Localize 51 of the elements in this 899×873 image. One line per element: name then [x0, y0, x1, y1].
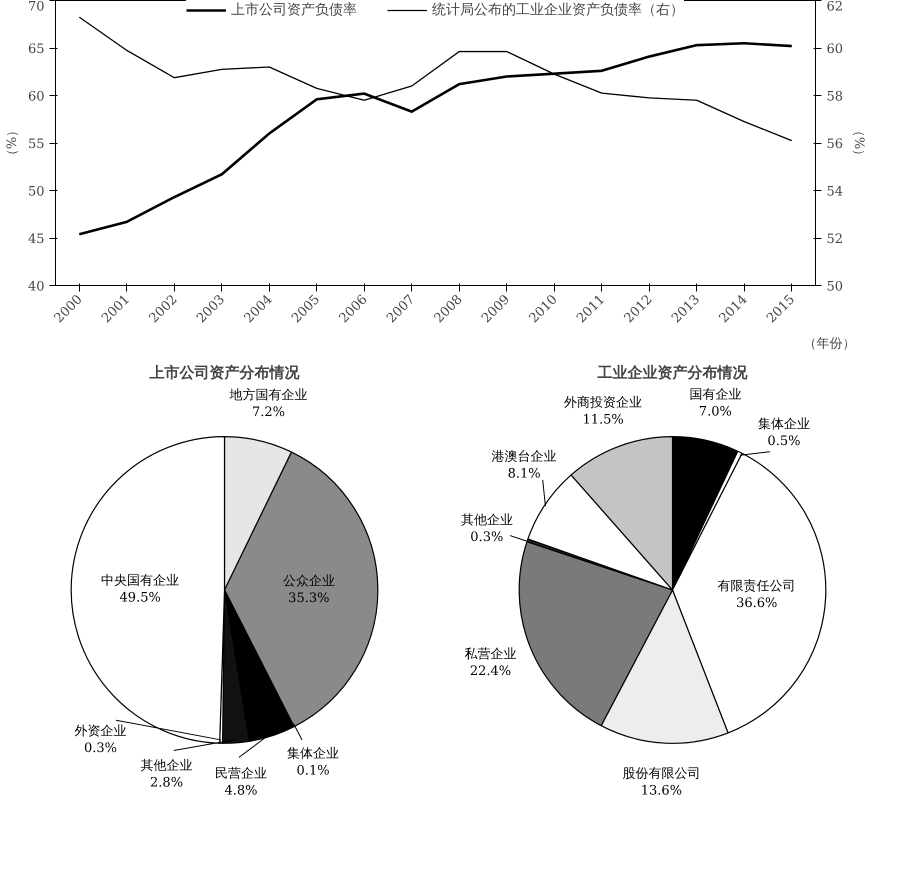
slice-label: 地方国有企业: [228, 386, 308, 403]
data-label: 7.0%: [698, 404, 732, 420]
slice-label: 外资企业: [74, 724, 127, 739]
chart-title: 工业企业资产分布情况: [596, 364, 748, 382]
data-label: 11.5%: [582, 412, 624, 428]
slice-label: 港澳台企业: [492, 449, 557, 464]
slice-label: 私营企业: [464, 646, 516, 662]
slice-label: 外商投资企业: [564, 395, 642, 410]
y-tick-label: 50: [28, 184, 45, 200]
legend-label: 统计局公布的工业企业资产负债率（右）: [432, 1, 684, 19]
slice-label: 其他企业: [460, 512, 513, 528]
data-label: 0.3%: [470, 530, 504, 545]
x-axis-title: （年份）: [804, 336, 856, 352]
slice-label: 股份有限公司: [622, 766, 700, 782]
legend-label: 上市公司资产负债率: [231, 1, 357, 19]
data-label: 22.4%: [470, 664, 512, 679]
y-tick-label: 40: [28, 280, 45, 294]
y-tick-label: 45: [28, 232, 45, 247]
y2-tick-label: 50: [826, 280, 844, 294]
data-label: 0.3%: [84, 740, 118, 756]
data-label: 36.6%: [736, 596, 778, 612]
data-label: 0.5%: [767, 434, 800, 449]
slice-label: 公众企业: [282, 574, 335, 590]
data-label: 13.6%: [640, 784, 682, 799]
y2-tick-label: 56: [826, 137, 844, 152]
data-label: 7.2%: [252, 404, 286, 420]
y2-tick-label: 54: [826, 184, 844, 200]
y2-axis-title: （%）: [851, 124, 866, 162]
data-label: 49.5%: [120, 590, 161, 606]
data-label: 0.1%: [296, 763, 330, 778]
y-axis-title: （%）: [4, 124, 20, 162]
slice-label: 民营企业: [214, 766, 267, 782]
y2-tick-label: 58: [826, 90, 844, 104]
y-tick-label: 65: [28, 42, 45, 57]
slice-label: 其他企业: [140, 758, 193, 774]
y-tick-label: 55: [28, 137, 45, 152]
y2-tick-label: 52: [826, 232, 844, 247]
slice-label: 集体企业: [287, 746, 340, 762]
slice-label: 中央国有企业: [101, 574, 180, 589]
y-tick-label: 60: [28, 90, 45, 104]
chart-title: 上市公司资产分布情况: [148, 364, 300, 382]
y-tick-label: 70: [28, 0, 45, 14]
data-label: 8.1%: [508, 466, 541, 482]
data-label: 35.3%: [288, 591, 330, 606]
data-label: 2.8%: [150, 775, 184, 790]
data-label: 4.8%: [224, 783, 258, 798]
y2-tick-label: 60: [826, 42, 844, 57]
slice-label: 集体企业: [758, 416, 810, 432]
slice-label: 有限责任公司: [718, 579, 796, 594]
slice-label: 国有企业: [689, 388, 742, 403]
y2-tick-label: 62: [826, 0, 844, 14]
